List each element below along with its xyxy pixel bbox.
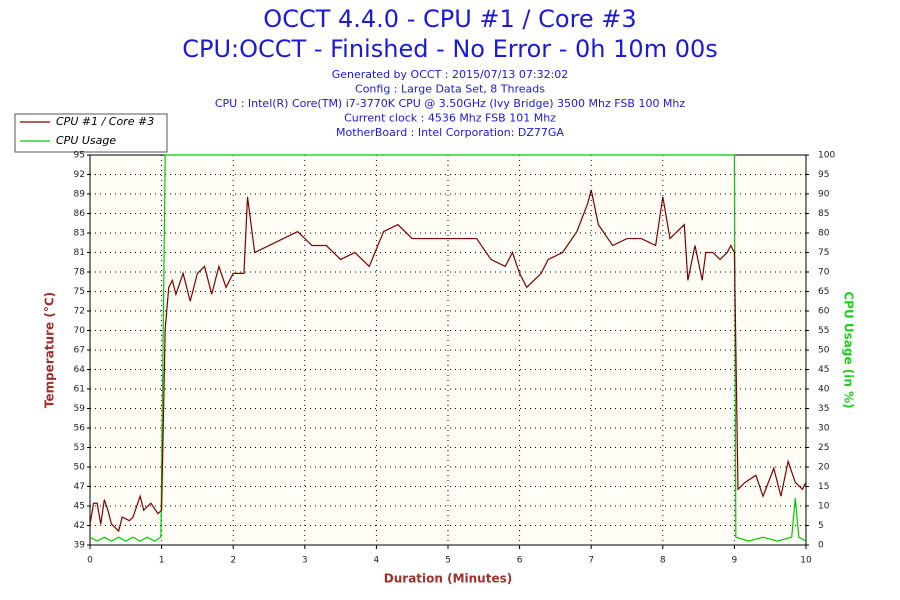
y2-tick-label: 30 [818,424,830,434]
y-tick-label: 59 [74,404,86,414]
x-tick-label: 0 [87,556,93,566]
series-line [89,189,807,533]
x-axis-title: Duration (Minutes) [384,572,512,586]
y2-tick-label: 50 [818,346,830,356]
y-tick-label: 86 [74,209,86,219]
y-tick-label: 81 [74,248,85,258]
x-tick-label: 8 [660,556,666,566]
y2-tick-label: 20 [818,463,830,473]
y-tick-label: 89 [74,190,86,200]
y2-tick-label: 85 [818,209,829,219]
y2-tick-label: 10 [818,502,830,512]
y-tick-label: 53 [74,443,85,453]
info-line: Generated by OCCT : 2015/07/13 07:32:02 [332,68,569,81]
x-tick-label: 7 [588,556,594,566]
legend [14,113,168,153]
info-line: MotherBoard : Intel Corporation: DZ77GA [336,126,564,139]
y2-tick-label: 60 [818,307,830,317]
y2-tick-label: 100 [818,151,835,161]
y-tick-label: 39 [74,541,86,551]
y-tick-label: 67 [74,346,85,356]
legend-label: CPU #1 / Core #3 [56,115,154,128]
y2-tick-label: 35 [818,404,829,414]
info-line: Current clock : 4536 Mhz FSB 101 Mhz [344,112,556,125]
y-tick-label: 83 [74,229,85,239]
y2-tick-label: 5 [818,521,824,531]
y-tick-label: 45 [74,502,85,512]
y-tick-label: 95 [74,151,85,161]
y-tick-label: 75 [74,287,85,297]
y-tick-label: 61 [74,385,85,395]
info-line: Config : Large Data Set, 8 Threads [355,83,545,96]
chart-title: OCCT 4.4.0 - CPU #1 / Core #3 [263,5,636,33]
y2-tick-label: 25 [818,443,829,453]
y2-tick-label: 0 [818,541,824,551]
y-tick-label: 92 [74,170,85,180]
y-axis-title: Temperature (°C) [43,292,57,408]
series-line [89,154,807,542]
y2-tick-label: 80 [818,229,830,239]
info-line: CPU : Intel(R) Core(TM) i7-3770K CPU @ 3… [215,97,686,110]
y2-tick-label: 15 [818,482,829,492]
y-tick-label: 70 [74,326,86,336]
y-tick-label: 56 [74,424,86,434]
y2-tick-label: 65 [818,287,829,297]
y2-tick-label: 45 [818,365,829,375]
y2-tick-label: 55 [818,326,829,336]
y-tick-label: 50 [74,463,86,473]
y-tick-label: 47 [74,482,85,492]
x-tick-label: 1 [159,556,165,566]
y-tick-label: 78 [74,268,86,278]
chart-subtitle: CPU:OCCT - Finished - No Error - 0h 10m … [182,35,718,63]
x-tick-label: 3 [302,556,308,566]
y2-tick-label: 75 [818,248,829,258]
x-tick-label: 10 [800,556,812,566]
y2-tick-label: 70 [818,268,830,278]
y2-tick-label: 40 [818,385,830,395]
x-tick-label: 6 [517,556,523,566]
x-tick-label: 9 [732,556,738,566]
legend-label: CPU Usage [56,134,116,147]
y2-axis-title: CPU Usage (in %) [842,291,856,408]
x-tick-label: 2 [230,556,236,566]
x-tick-label: 5 [445,556,451,566]
y-tick-label: 42 [74,521,85,531]
y-tick-label: 64 [74,365,86,375]
y-tick-label: 72 [74,307,85,317]
y2-tick-label: 95 [818,170,829,180]
x-tick-label: 4 [374,556,380,566]
y2-tick-label: 90 [818,190,830,200]
